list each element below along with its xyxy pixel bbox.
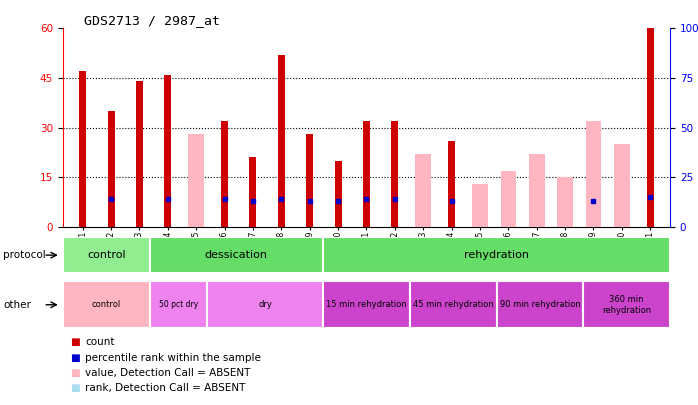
Bar <box>334 161 341 227</box>
Text: percentile rank within the sample: percentile rank within the sample <box>85 353 261 362</box>
Text: GDS2713 / 2987_at: GDS2713 / 2987_at <box>84 14 220 27</box>
Bar <box>249 158 256 227</box>
Text: 50 pct dry: 50 pct dry <box>159 300 198 309</box>
Bar <box>323 237 670 273</box>
Bar <box>107 111 114 227</box>
Text: 360 min
rehydration: 360 min rehydration <box>602 295 651 315</box>
Bar <box>149 237 323 273</box>
Bar <box>63 237 149 273</box>
Bar <box>306 134 313 227</box>
Text: 15 min rehydration: 15 min rehydration <box>326 300 407 309</box>
Bar <box>586 121 601 227</box>
Bar <box>415 154 431 227</box>
Text: dessication: dessication <box>205 250 268 260</box>
Bar <box>188 134 204 227</box>
Bar <box>221 121 228 227</box>
Bar <box>410 281 496 328</box>
Bar <box>586 201 601 227</box>
Bar <box>149 281 207 328</box>
Bar <box>500 171 516 227</box>
Text: rank, Detection Call = ABSENT: rank, Detection Call = ABSENT <box>85 384 246 393</box>
Bar <box>188 201 204 227</box>
Bar <box>557 177 573 227</box>
Bar <box>448 141 455 227</box>
Bar <box>584 281 670 328</box>
Bar <box>496 281 584 328</box>
Text: value, Detection Call = ABSENT: value, Detection Call = ABSENT <box>85 368 251 378</box>
Text: other: other <box>3 300 31 310</box>
Bar <box>207 281 323 328</box>
Bar <box>323 281 410 328</box>
Bar <box>164 75 172 227</box>
Bar <box>472 213 488 227</box>
Bar <box>363 121 370 227</box>
Text: ■: ■ <box>70 384 80 393</box>
Text: protocol: protocol <box>3 250 46 260</box>
Text: control: control <box>87 250 126 260</box>
Bar <box>614 144 630 227</box>
Text: rehydration: rehydration <box>464 250 529 260</box>
Text: 45 min rehydration: 45 min rehydration <box>413 300 493 309</box>
Text: ■: ■ <box>70 368 80 378</box>
Bar <box>646 28 654 227</box>
Bar <box>472 184 488 227</box>
Bar <box>529 201 544 227</box>
Bar <box>63 281 149 328</box>
Text: count: count <box>85 337 114 347</box>
Bar <box>79 71 87 227</box>
Bar <box>136 81 143 227</box>
Text: ■: ■ <box>70 337 80 347</box>
Text: control: control <box>91 300 121 309</box>
Text: dry: dry <box>258 300 272 309</box>
Bar <box>529 154 544 227</box>
Text: ■: ■ <box>70 353 80 362</box>
Bar <box>392 121 399 227</box>
Bar <box>278 55 285 227</box>
Text: 90 min rehydration: 90 min rehydration <box>500 300 580 309</box>
Bar <box>500 201 516 227</box>
